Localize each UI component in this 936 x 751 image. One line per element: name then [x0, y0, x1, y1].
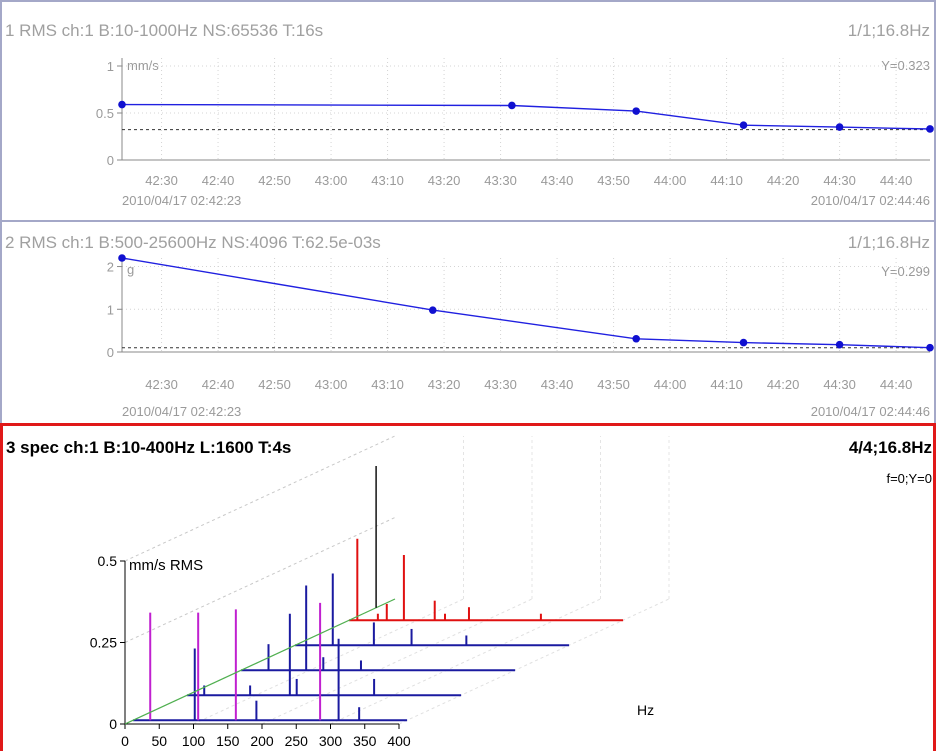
x-tick-label: 43:30 [484, 377, 517, 392]
depth-grid-line [261, 598, 533, 725]
x-end-timestamp: 2010/04/17 02:44:46 [811, 404, 930, 419]
x-tick-label: 44:00 [654, 173, 687, 188]
x-tick-label: 44:40 [880, 377, 913, 392]
rms-chart-2: 2 RMS ch:1 B:500-25600Hz NS:4096 T:62.5e… [5, 233, 934, 419]
x-tick-label: 44:10 [710, 173, 743, 188]
spectrum-panel-3[interactable]: 3 spec ch:1 B:10-400Hz L:1600 T:4s 4/4;1… [0, 423, 936, 751]
y-axis-unit: mm/s RMS [129, 557, 203, 574]
y-tick-label: 0 [109, 716, 117, 732]
x-tick-label: 200 [250, 733, 274, 749]
rms-chart-1: 1 RMS ch:1 B:10-1000Hz NS:65536 T:16s 1/… [5, 21, 934, 208]
data-point [926, 343, 934, 352]
zero-frequency-trace [124, 598, 396, 725]
x-tick-label: 43:10 [371, 173, 404, 188]
x-tick-label: 250 [285, 733, 309, 749]
x-tick-label: 400 [387, 733, 411, 749]
depth-grid-line [124, 517, 396, 643]
cursor-readout: Y=0.299 [881, 264, 930, 279]
data-point [632, 334, 640, 343]
x-tick-label: 43:20 [428, 377, 461, 392]
x-tick-label: 44:30 [823, 377, 856, 392]
x-tick-label: 300 [319, 733, 343, 749]
panel-title: 2 RMS ch:1 B:500-25600Hz NS:4096 T:62.5e… [5, 233, 381, 252]
x-tick-label: 43:50 [597, 173, 630, 188]
panel-right-title: 1/1;16.8Hz [848, 233, 930, 252]
x-tick-label: 43:20 [428, 173, 461, 188]
panel-right-title: 4/4;16.8Hz [849, 438, 932, 457]
panel-title: 1 RMS ch:1 B:10-1000Hz NS:65536 T:16s [5, 21, 323, 40]
x-start-timestamp: 2010/04/17 02:42:23 [122, 193, 241, 208]
depth-grid-line [124, 435, 396, 562]
depth-grid-line [193, 598, 464, 725]
data-point [632, 107, 640, 115]
x-tick-label: 42:50 [258, 377, 291, 392]
y-tick-label: 1 [107, 302, 114, 317]
x-tick-label: 150 [216, 733, 240, 749]
data-point [508, 101, 516, 110]
x-tick-label: 44:30 [823, 173, 856, 188]
panel-right-title: 1/1;16.8Hz [848, 21, 930, 40]
data-point [835, 340, 844, 349]
x-tick-label: 50 [151, 733, 167, 749]
x-tick-label: 43:50 [597, 377, 630, 392]
x-end-timestamp: 2010/04/17 02:44:46 [811, 193, 930, 208]
x-tick-label: 42:50 [258, 173, 291, 188]
x-tick-label: 44:20 [767, 377, 800, 392]
x-tick-label: 100 [182, 733, 206, 749]
x-tick-label: 43:30 [484, 173, 517, 188]
y-axis-unit: mm/s [127, 58, 159, 73]
depth-grid-line [398, 598, 670, 725]
data-point [835, 123, 844, 131]
data-point [926, 125, 934, 133]
depth-grid-line [330, 598, 601, 725]
y-axis-unit: g [127, 262, 134, 277]
y-tick-label: 2 [107, 260, 114, 275]
y-tick-label: 1 [107, 59, 114, 74]
x-tick-label: 43:40 [541, 377, 574, 392]
y-tick-label: 0 [107, 345, 114, 360]
cursor-readout: Y=0.323 [881, 58, 930, 73]
x-tick-label: 42:30 [145, 173, 178, 188]
data-point [118, 254, 126, 262]
rms-panel-2[interactable]: 2 RMS ch:1 B:500-25600Hz NS:4096 T:62.5e… [0, 220, 936, 425]
x-tick-label: 42:40 [202, 377, 235, 392]
x-tick-label: 43:40 [541, 173, 574, 188]
x-axis-unit: Hz [637, 702, 654, 718]
x-tick-label: 43:00 [315, 173, 348, 188]
panel-title: 3 spec ch:1 B:10-400Hz L:1600 T:4s [6, 438, 291, 457]
x-tick-label: 44:40 [880, 173, 913, 188]
x-tick-label: 43:10 [371, 377, 404, 392]
x-tick-label: 44:20 [767, 173, 800, 188]
data-point [118, 100, 126, 109]
y-tick-label: 0.5 [98, 553, 118, 569]
x-tick-label: 42:30 [145, 377, 178, 392]
waterfall-chart: 3 spec ch:1 B:10-400Hz L:1600 T:4s 4/4;1… [6, 435, 932, 749]
data-point [739, 338, 748, 347]
cursor-readout: f=0;Y=0 [886, 471, 932, 486]
data-point [739, 121, 748, 130]
x-tick-label: 43:00 [315, 377, 348, 392]
y-tick-label: 0.25 [90, 635, 117, 651]
rms-panel-1[interactable]: 1 RMS ch:1 B:10-1000Hz NS:65536 T:16s 1/… [0, 0, 936, 222]
x-tick-label: 350 [353, 733, 377, 749]
y-tick-label: 0.5 [96, 106, 114, 121]
rms-trend-line [121, 257, 931, 349]
x-tick-label: 42:40 [202, 173, 235, 188]
x-tick-label: 44:00 [654, 377, 687, 392]
y-tick-label: 0 [107, 153, 114, 168]
x-tick-label: 0 [121, 733, 129, 749]
rms-trend-line [121, 103, 931, 130]
x-start-timestamp: 2010/04/17 02:42:23 [122, 404, 241, 419]
x-tick-label: 44:10 [710, 377, 743, 392]
data-point [428, 306, 437, 314]
